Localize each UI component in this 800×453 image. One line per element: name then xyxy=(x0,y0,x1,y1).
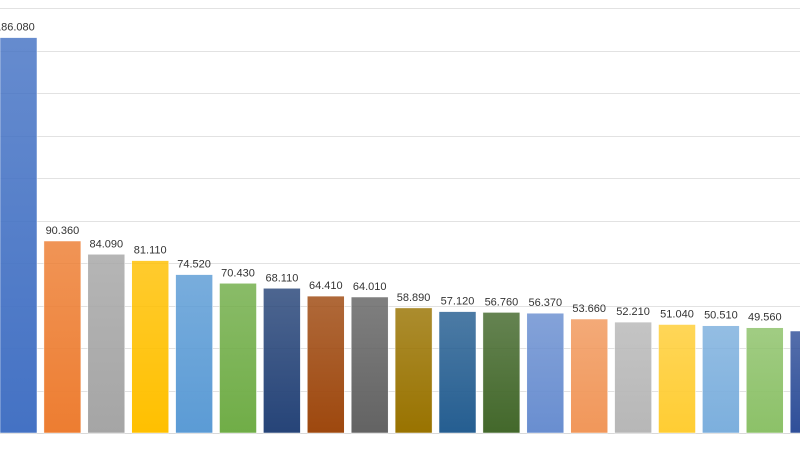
bar-17 xyxy=(702,325,740,434)
bar-4 xyxy=(131,260,169,434)
bar-12 xyxy=(482,312,521,434)
bar-6 xyxy=(219,283,257,434)
bar-1 xyxy=(0,37,38,434)
value-label-2: 90.360 xyxy=(46,225,80,237)
bar-9 xyxy=(350,296,389,434)
value-label-4: 81.110 xyxy=(134,245,167,257)
bar-13 xyxy=(526,312,565,434)
value-label-10: 58.890 xyxy=(397,292,431,304)
value-label-18: 49.560 xyxy=(748,312,782,324)
bar-16 xyxy=(658,324,696,434)
value-label-1: 186.080 xyxy=(0,22,35,34)
value-label-17: 50.510 xyxy=(704,310,738,322)
bar-7 xyxy=(263,288,301,434)
bar-5 xyxy=(175,274,213,434)
value-label-8: 64.410 xyxy=(309,280,343,292)
value-label-7: 68.110 xyxy=(265,272,298,284)
bar-2 xyxy=(43,240,82,434)
bar-11 xyxy=(438,311,477,434)
value-label-15: 52.210 xyxy=(616,306,650,318)
bar-8 xyxy=(307,295,345,434)
value-label-11: 57.120 xyxy=(441,296,475,308)
value-label-5: 74.520 xyxy=(177,259,211,271)
value-label-14: 53.660 xyxy=(572,303,606,315)
bar-19 xyxy=(789,330,800,434)
value-labels: 186.080 90.360 84.090 81.110 74.520 70.430 68.… xyxy=(0,22,782,324)
value-label-12: 56.760 xyxy=(485,296,519,308)
value-label-9: 64.010 xyxy=(353,281,387,293)
value-label-13: 56.370 xyxy=(528,297,562,309)
value-label-3: 84.090 xyxy=(89,238,123,250)
bars xyxy=(0,37,800,434)
value-label-16: 51.040 xyxy=(660,309,694,321)
bar-18 xyxy=(746,327,784,434)
bar-14 xyxy=(570,318,608,434)
bar-3 xyxy=(87,254,126,434)
bar-10 xyxy=(394,307,433,434)
bar-15 xyxy=(614,321,652,434)
value-label-6: 70.430 xyxy=(221,267,255,279)
